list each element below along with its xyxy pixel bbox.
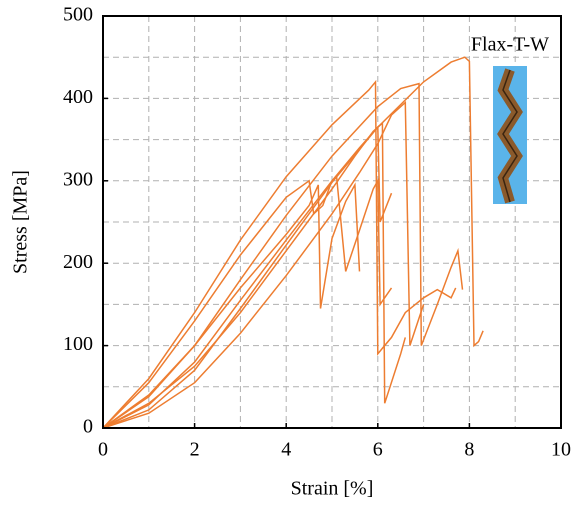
x-tick-label: 10 xyxy=(551,439,571,461)
x-tick-label: 6 xyxy=(373,439,383,461)
x-tick-label: 0 xyxy=(98,439,108,461)
curve xyxy=(102,79,457,429)
annotation: Flax-T-W xyxy=(471,34,549,56)
y-tick-label: 100 xyxy=(63,333,93,355)
curve xyxy=(102,56,484,429)
curve xyxy=(102,82,464,429)
y-tick-label: 400 xyxy=(63,86,93,108)
x-axis-title: Strain [%] xyxy=(291,478,374,500)
plot-frame xyxy=(102,15,562,429)
curve xyxy=(102,182,361,429)
curve xyxy=(102,175,393,429)
inset-fiber-edge xyxy=(502,69,518,203)
curve xyxy=(102,125,393,429)
y-tick-label: 0 xyxy=(83,416,93,438)
y-tick-label: 300 xyxy=(63,168,93,190)
y-axis-title: Stress [MPa] xyxy=(10,170,32,274)
y-tick-label: 500 xyxy=(63,4,93,26)
x-tick-label: 2 xyxy=(190,439,200,461)
x-tick-label: 4 xyxy=(281,439,291,461)
y-tick-label: 200 xyxy=(63,251,93,273)
x-tick-label: 8 xyxy=(464,439,474,461)
curve xyxy=(102,121,407,429)
curve xyxy=(102,100,425,429)
